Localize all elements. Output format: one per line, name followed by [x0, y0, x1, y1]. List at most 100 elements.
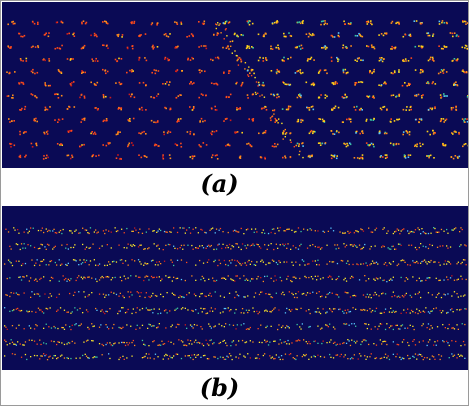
particle	[247, 228, 249, 230]
particle	[191, 244, 193, 247]
particle	[47, 84, 50, 87]
particle	[5, 340, 7, 343]
particle	[228, 292, 231, 294]
particle	[442, 48, 444, 50]
particle	[306, 263, 309, 265]
particle	[366, 264, 368, 267]
particle	[325, 324, 327, 326]
particle	[191, 109, 194, 111]
particle	[66, 264, 68, 266]
particle	[431, 59, 434, 61]
particle	[176, 277, 179, 279]
particle	[66, 33, 69, 35]
particle	[138, 59, 140, 61]
particle	[329, 291, 331, 294]
particle	[48, 356, 50, 358]
particle	[403, 155, 406, 158]
particle	[349, 23, 351, 25]
particle	[70, 84, 73, 87]
particle	[431, 244, 433, 247]
particle	[235, 328, 237, 330]
particle	[254, 357, 257, 359]
particle	[416, 358, 418, 360]
particle	[365, 120, 368, 122]
particle	[239, 107, 241, 109]
particle	[429, 277, 431, 279]
particle	[285, 132, 288, 134]
particle	[202, 262, 205, 264]
particle	[361, 309, 363, 311]
particle	[377, 328, 379, 330]
particle	[361, 130, 363, 133]
particle	[318, 246, 320, 248]
particle	[447, 342, 449, 344]
particle	[302, 142, 304, 144]
particle	[103, 119, 105, 122]
particle	[259, 56, 261, 59]
particle	[421, 228, 423, 230]
particle	[160, 229, 162, 232]
particle	[266, 310, 268, 312]
particle	[105, 324, 107, 326]
particle	[300, 118, 303, 121]
particle	[295, 308, 297, 310]
particle	[421, 355, 423, 357]
particle	[321, 142, 323, 145]
particle	[274, 307, 276, 309]
particle	[425, 246, 427, 248]
particle	[398, 22, 400, 25]
particle	[118, 358, 120, 361]
particle	[385, 82, 387, 85]
particle	[191, 354, 193, 356]
particle	[223, 339, 225, 342]
particle	[352, 263, 354, 266]
particle	[258, 358, 261, 360]
particle	[283, 56, 285, 59]
particle	[122, 341, 124, 344]
particle	[89, 260, 92, 262]
particle	[80, 121, 82, 123]
particle	[82, 312, 84, 314]
particle	[42, 158, 45, 160]
particle	[218, 229, 220, 231]
particle	[162, 296, 164, 298]
particle	[308, 263, 310, 265]
particle	[223, 71, 225, 74]
particle	[305, 81, 308, 84]
particle	[18, 155, 21, 158]
particle	[357, 358, 359, 360]
particle	[6, 294, 8, 296]
particle	[98, 326, 101, 328]
particle	[298, 94, 300, 96]
particle	[462, 295, 465, 297]
particle	[20, 59, 22, 62]
particle	[156, 261, 158, 263]
particle	[329, 323, 331, 325]
particle	[367, 45, 370, 48]
particle	[173, 245, 175, 247]
particle	[126, 342, 128, 344]
particle	[406, 85, 408, 87]
particle	[102, 94, 105, 96]
particle	[199, 245, 201, 247]
particle	[83, 341, 85, 343]
particle	[422, 260, 424, 262]
particle	[82, 243, 84, 246]
particle	[434, 261, 436, 263]
particle	[295, 293, 297, 295]
particle	[310, 129, 313, 132]
particle	[144, 155, 146, 158]
particle	[155, 121, 157, 124]
particle	[215, 279, 218, 282]
particle	[192, 107, 195, 109]
particle	[319, 355, 322, 358]
particle	[273, 280, 275, 282]
particle	[20, 243, 23, 245]
particle	[386, 323, 388, 325]
particle	[28, 230, 30, 232]
particle	[413, 339, 415, 341]
particle	[61, 118, 64, 120]
particle	[429, 261, 431, 263]
particle	[206, 261, 209, 263]
particle	[338, 247, 340, 249]
